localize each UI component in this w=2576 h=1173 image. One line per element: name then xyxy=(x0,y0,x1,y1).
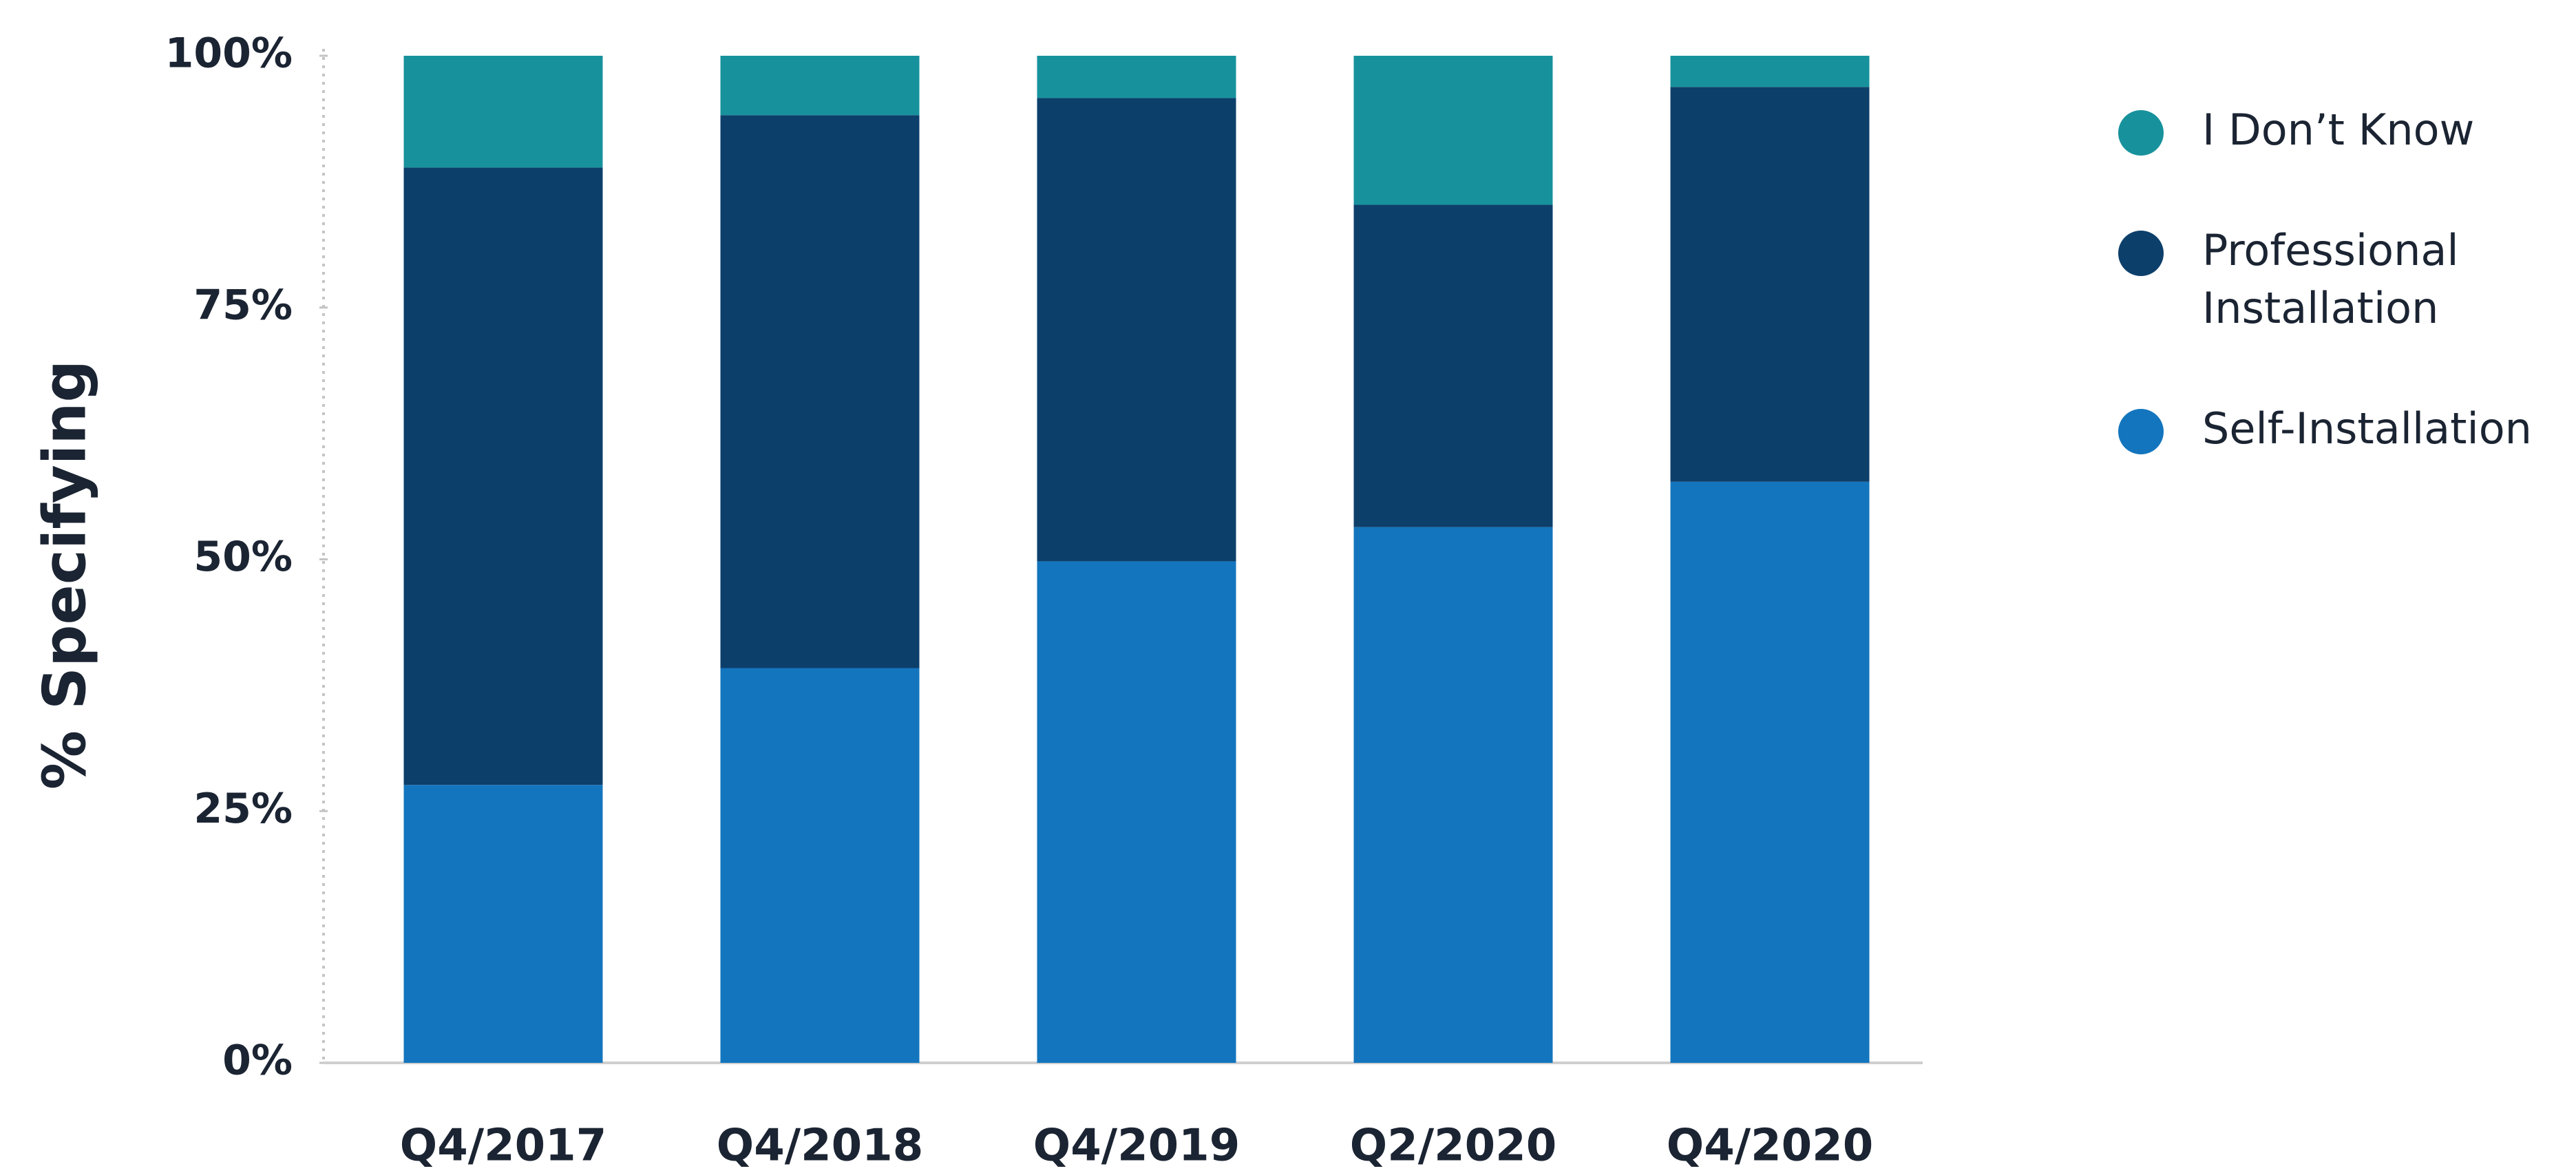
legend-swatch xyxy=(2118,110,2164,156)
x-tick-label: Q4/2019 xyxy=(1033,1121,1240,1172)
legend-swatch xyxy=(2118,231,2164,276)
bar-segment xyxy=(1037,561,1236,1063)
bar-segment xyxy=(403,56,603,168)
bar-segment xyxy=(1353,56,1553,205)
x-tick-label: Q4/2017 xyxy=(400,1121,606,1172)
y-tick-label: 25% xyxy=(193,785,293,833)
bar-segment xyxy=(403,167,603,785)
x-tick-label: Q4/2018 xyxy=(717,1121,923,1172)
bar-segment xyxy=(1037,56,1236,98)
legend-label: Professional Installation xyxy=(2202,225,2459,333)
legend-label: I Don’t Know xyxy=(2202,105,2474,155)
bar-segment xyxy=(720,56,920,116)
bar-segment xyxy=(1670,87,1870,482)
legend-label: Self-Installation xyxy=(2202,403,2532,454)
x-tick-label: Q4/2020 xyxy=(1667,1121,1873,1172)
bar-segment xyxy=(1353,204,1553,527)
bar-segment xyxy=(1670,481,1870,1063)
y-tick-label: 100% xyxy=(165,30,293,78)
bar-segment xyxy=(720,668,920,1063)
legend-swatch xyxy=(2118,409,2164,454)
bar-segment xyxy=(1353,527,1553,1063)
y-axis-title: % Specifying xyxy=(30,360,99,790)
y-tick-label: 75% xyxy=(193,281,293,329)
bar-segment xyxy=(1037,98,1236,562)
bar-segment xyxy=(720,115,920,668)
bar-segment xyxy=(403,785,603,1063)
y-tick-label: 0% xyxy=(222,1037,293,1085)
y-tick-label: 50% xyxy=(193,533,293,581)
bar-segment xyxy=(1670,56,1870,87)
x-tick-label: Q2/2020 xyxy=(1350,1121,1556,1172)
